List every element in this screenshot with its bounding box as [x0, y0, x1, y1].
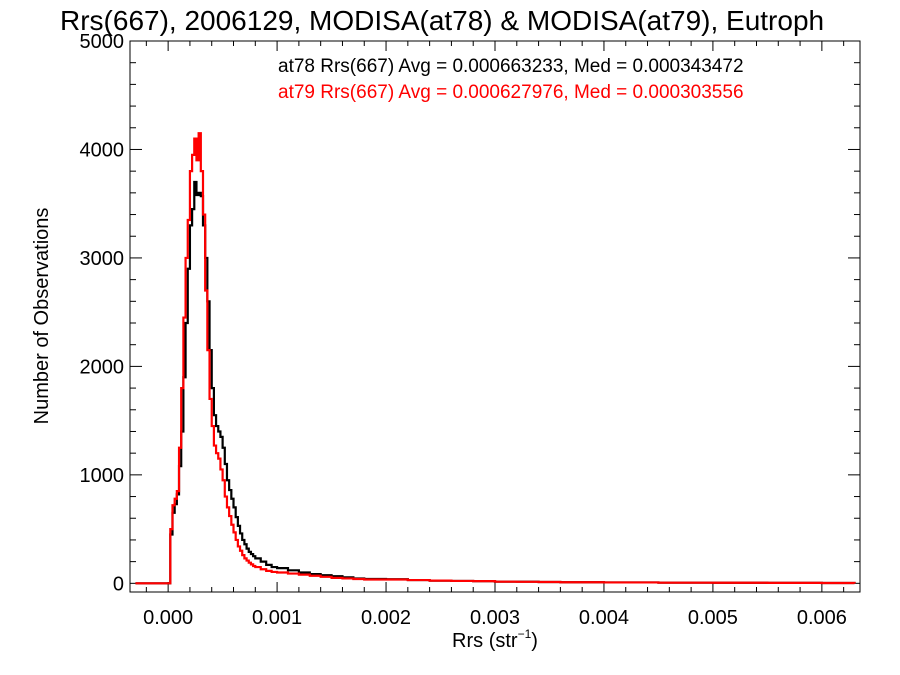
chart-title: Rrs(667), 2006129, MODISA(at78) & MODISA…	[60, 5, 824, 36]
y-axis: 0 1000 2000 3000 4000 5000	[80, 31, 860, 595]
y-axis-label: Number of Observations	[31, 208, 53, 425]
y-tick-label: 0	[113, 573, 124, 595]
y-tick-label: 4000	[80, 139, 125, 161]
series-layer	[135, 132, 856, 585]
x-tick-label: 0.003	[470, 607, 520, 629]
y-tick-label: 3000	[80, 248, 125, 270]
y-tick-label: 1000	[80, 465, 125, 487]
x-axis-label: Rrs (str−1)	[452, 627, 538, 652]
y-tick-label: 2000	[80, 356, 125, 378]
y-tick-label: 5000	[80, 31, 125, 53]
x-tick-label: 0.000	[143, 607, 193, 629]
x-axis: 0.000 0.001 0.002 0.003 0.004 0.005 0.006	[143, 41, 847, 629]
plot-frame	[129, 40, 861, 593]
legend-entry-at79: at79 Rrs(667) Avg = 0.000627976, Med = 0…	[278, 82, 744, 103]
x-axis-label-superscript: −1	[518, 627, 532, 641]
x-tick-label: 0.004	[579, 607, 629, 629]
legend-entry-at78: at78 Rrs(667) Avg = 0.000663233, Med = 0…	[278, 56, 744, 77]
x-tick-label: 0.005	[688, 607, 738, 629]
x-tick-label: 0.006	[797, 607, 847, 629]
x-tick-label: 0.001	[252, 607, 302, 629]
x-tick-label: 0.002	[361, 607, 411, 629]
series-line-at79	[135, 132, 856, 585]
series-line-at78	[135, 180, 856, 585]
